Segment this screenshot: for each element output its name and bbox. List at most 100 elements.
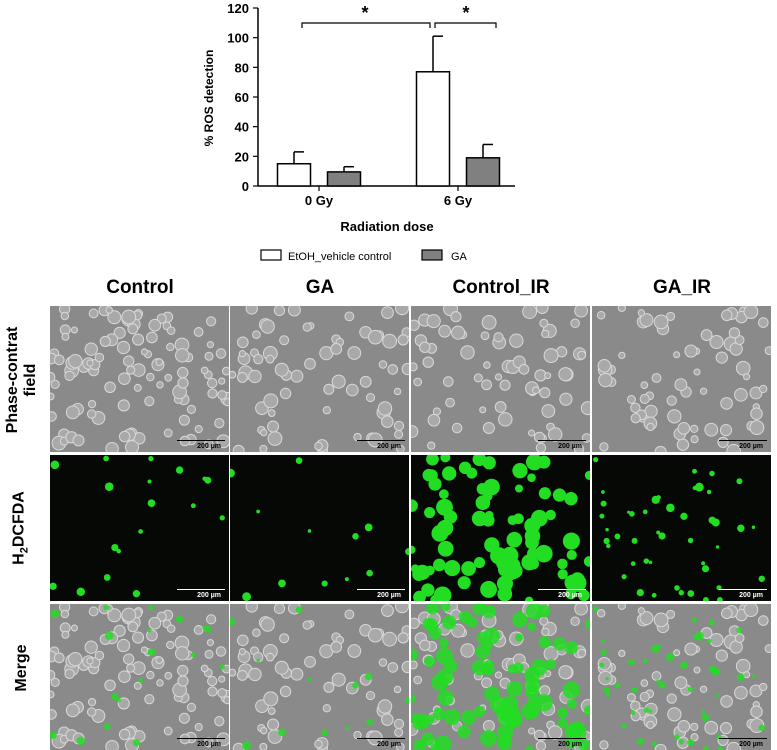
fluorescent-cell bbox=[642, 509, 648, 515]
cell-shape bbox=[411, 617, 420, 629]
cell-shape bbox=[558, 665, 573, 680]
cell-shape bbox=[640, 381, 649, 389]
cell-shape bbox=[265, 354, 275, 364]
cell-shape bbox=[719, 424, 733, 437]
cell-shape bbox=[133, 383, 142, 392]
cell-shape bbox=[206, 316, 217, 327]
cell-shape bbox=[267, 420, 280, 433]
cell-shape bbox=[533, 729, 545, 741]
cell-shape bbox=[50, 379, 60, 389]
cell-shape bbox=[411, 362, 418, 372]
cell-shape bbox=[105, 441, 119, 452]
cell-shape bbox=[717, 436, 729, 448]
cell-shape bbox=[65, 405, 80, 420]
legend-label-ga: GA bbox=[451, 251, 468, 263]
scale-bar-label: 200 µm bbox=[739, 592, 763, 599]
fluorescent-cell bbox=[564, 574, 581, 591]
cell-shape bbox=[651, 373, 662, 383]
cell-shape bbox=[186, 404, 197, 414]
cell-shape bbox=[200, 366, 209, 375]
scale-bar-label: 200 µm bbox=[197, 592, 221, 599]
micrograph-ga-ir-h2dcfda: 200 µm bbox=[592, 455, 771, 601]
cell-shape bbox=[117, 399, 130, 412]
cell-shape bbox=[422, 356, 434, 368]
fluorescent-cell bbox=[440, 455, 451, 463]
cell-shape bbox=[121, 607, 137, 623]
cell-shape bbox=[132, 631, 145, 644]
fluorescent-cell bbox=[352, 532, 359, 540]
fluorescent-cell bbox=[437, 540, 454, 557]
cell-shape bbox=[750, 705, 763, 718]
cell-shape bbox=[677, 720, 691, 733]
cell-shape bbox=[68, 651, 83, 667]
fluorescent-cell bbox=[344, 577, 349, 582]
cell-shape bbox=[646, 720, 655, 730]
fluorescent-cell bbox=[527, 696, 539, 709]
cell-shape bbox=[206, 614, 217, 625]
cell-shape bbox=[248, 369, 262, 384]
fluorescent-cell bbox=[658, 681, 666, 689]
cell-shape bbox=[450, 311, 462, 323]
cell-shape bbox=[378, 658, 388, 667]
cell-shape bbox=[644, 404, 658, 418]
cell-shape bbox=[87, 697, 97, 707]
cell-shape bbox=[653, 314, 669, 330]
cell-shape bbox=[207, 388, 218, 399]
cell-shape bbox=[123, 355, 135, 367]
fluorescent-cell bbox=[512, 612, 528, 628]
cell-shape bbox=[396, 444, 405, 452]
fluorescent-cell bbox=[411, 564, 420, 573]
row-label-phase-contrast: Phase-contrat field bbox=[4, 327, 40, 434]
fluorescent-cell bbox=[364, 672, 373, 681]
cell-shape bbox=[757, 615, 769, 626]
fluorescent-cell bbox=[527, 473, 536, 483]
cell-shape bbox=[673, 649, 681, 657]
column-header-control: Control bbox=[106, 277, 174, 298]
cell-shape bbox=[200, 664, 209, 673]
cell-shape bbox=[107, 310, 122, 325]
cell-shape bbox=[302, 620, 312, 630]
fluorescent-cell bbox=[421, 732, 435, 746]
fluorescent-cell bbox=[524, 596, 534, 601]
fluorescent-cell bbox=[603, 537, 610, 545]
fluorescent-cell bbox=[629, 511, 635, 517]
fluorescent-cell bbox=[147, 479, 152, 484]
micrograph-image bbox=[411, 306, 590, 452]
row-label-phase-line1: Phase-contrat bbox=[4, 326, 21, 434]
cell-shape bbox=[194, 723, 203, 732]
row-label-h2dcfda-h: H bbox=[10, 553, 28, 565]
fluorescent-cell bbox=[687, 590, 695, 597]
fluorescent-cell bbox=[278, 579, 286, 588]
cell-shape bbox=[302, 322, 312, 332]
cell-shape bbox=[759, 682, 768, 692]
cell-shape bbox=[126, 663, 136, 673]
cell-shape bbox=[700, 329, 713, 341]
fluorescent-cell bbox=[411, 648, 418, 661]
bar-ga bbox=[465, 157, 501, 187]
cell-shape bbox=[401, 660, 409, 674]
fluorescent-cell bbox=[583, 556, 590, 567]
micrograph-control-merge: 200 µm bbox=[50, 604, 229, 750]
cell-shape bbox=[365, 690, 376, 701]
micrograph-image bbox=[411, 604, 590, 750]
fluorescent-cell bbox=[426, 455, 439, 466]
y-tick-label: 60 bbox=[235, 90, 249, 105]
cell-shape bbox=[175, 646, 190, 661]
y-tick-label: 80 bbox=[235, 60, 249, 75]
cell-shape bbox=[599, 442, 609, 452]
cell-shape bbox=[473, 373, 483, 383]
fluorescent-cell bbox=[443, 510, 458, 524]
fluorescent-cell bbox=[219, 664, 225, 670]
cell-shape bbox=[203, 439, 214, 450]
fluorescent-cell bbox=[656, 644, 661, 649]
cell-shape bbox=[118, 670, 131, 683]
cell-shape bbox=[570, 318, 580, 329]
fluorescent-cell bbox=[629, 660, 635, 666]
cell-shape bbox=[359, 375, 372, 388]
fluorescent-cell bbox=[527, 547, 539, 560]
cell-shape bbox=[344, 609, 355, 620]
fluorescent-cell bbox=[256, 658, 260, 663]
fluorescent-cell bbox=[716, 585, 722, 591]
scale-bar bbox=[538, 589, 586, 590]
cell-shape bbox=[548, 725, 563, 740]
